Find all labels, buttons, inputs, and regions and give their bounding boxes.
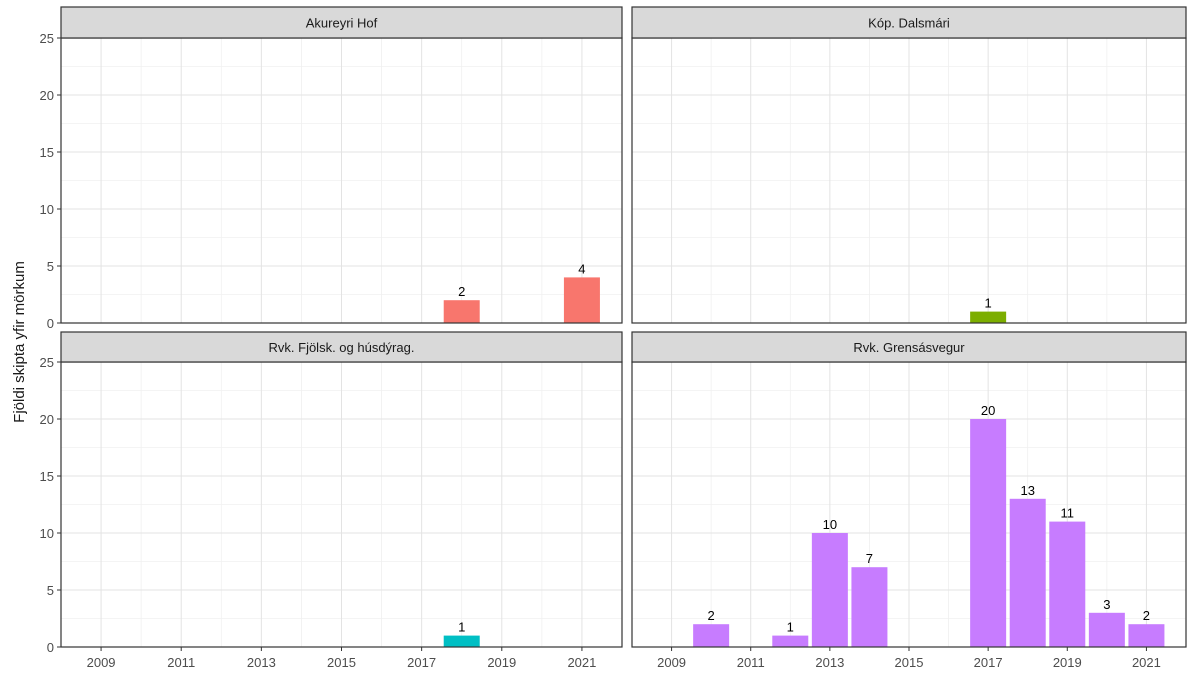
bar-value-label: 4 — [578, 261, 585, 276]
bar-value-label: 11 — [1061, 506, 1075, 521]
y-tick-label: 20 — [40, 88, 54, 103]
bar-value-label: 2 — [708, 608, 715, 623]
bar-2020 — [1088, 612, 1125, 647]
bar-2018 — [443, 635, 480, 647]
x-tick-label: 2015 — [327, 655, 356, 670]
x-tick-label: 2013 — [815, 655, 844, 670]
facet-strip — [60, 331, 623, 363]
x-tick-label: 2009 — [87, 655, 116, 670]
bar-2017 — [970, 419, 1007, 647]
y-tick-label: 5 — [47, 583, 54, 598]
bar-value-label: 20 — [981, 403, 995, 418]
bar-2012 — [772, 635, 809, 647]
facet-strip-label: Kóp. Dalsmári — [868, 16, 950, 31]
x-tick-label: 2021 — [1132, 655, 1161, 670]
y-tick-label: 15 — [40, 469, 54, 484]
facet-strip — [631, 331, 1187, 363]
x-tick-label: 2011 — [737, 655, 765, 670]
bar-2018 — [1009, 498, 1046, 647]
bar-value-label: 10 — [823, 517, 837, 532]
bar-value-label: 7 — [866, 551, 873, 566]
bar-2019 — [1049, 521, 1086, 647]
x-tick-label: 2015 — [895, 655, 924, 670]
bar-value-label: 3 — [1103, 597, 1110, 612]
facet-panel: 1 Kóp. Dalsmári — [631, 6, 1187, 324]
bar-2013 — [811, 533, 848, 647]
bar-value-label: 13 — [1020, 483, 1034, 498]
bar-2021 — [1128, 624, 1165, 647]
facet-strip-label: Akureyri Hof — [306, 16, 378, 31]
bar-2018 — [443, 300, 480, 323]
bar-value-label: 2 — [1143, 608, 1150, 623]
y-tick-label: 25 — [40, 31, 54, 46]
y-tick-label: 5 — [47, 259, 54, 274]
x-tick-label: 2009 — [657, 655, 686, 670]
facet-panel: 2 4 Akureyri Hof 0 5 10 15 20 25 — [40, 6, 623, 331]
bar-value-label: 1 — [985, 296, 992, 311]
facet-strip-label: Rvk. Grensásvegur — [853, 340, 965, 355]
x-tick-label: 2019 — [487, 655, 516, 670]
y-tick-label: 15 — [40, 145, 54, 160]
grid-lines — [631, 37, 1187, 324]
y-tick-label: 10 — [40, 526, 54, 541]
x-tick-label: 2011 — [167, 655, 195, 670]
bar-value-label: 2 — [458, 284, 465, 299]
y-tick-label: 0 — [47, 316, 54, 331]
x-tick-label: 2017 — [974, 655, 1003, 670]
x-tick-label: 2017 — [407, 655, 436, 670]
y-tick-label: 25 — [40, 355, 54, 370]
x-tick-label: 2013 — [247, 655, 276, 670]
facet-strip-label: Rvk. Fjölsk. og húsdýrag. — [269, 340, 415, 355]
y-tick-label: 0 — [47, 640, 54, 655]
y-tick-label: 10 — [40, 202, 54, 217]
facet-strip — [60, 6, 623, 39]
bar-2021 — [563, 277, 600, 323]
facet-panel: 1 Rvk. Fjölsk. og húsdýrag. 0 5 10 15 20 25 2009… — [40, 331, 623, 670]
x-tick-label: 2019 — [1053, 655, 1082, 670]
bar-2010 — [693, 624, 730, 647]
facet-strip — [631, 6, 1187, 39]
y-tick-label: 20 — [40, 412, 54, 427]
bar-value-label: 1 — [458, 620, 465, 635]
bar-value-label: 1 — [787, 620, 794, 635]
y-axis-title: Fjöldi skipta yfir mörkum — [11, 261, 28, 423]
bar-2014 — [851, 567, 888, 647]
x-tick-label: 2021 — [567, 655, 596, 670]
bar-2017 — [970, 311, 1007, 323]
